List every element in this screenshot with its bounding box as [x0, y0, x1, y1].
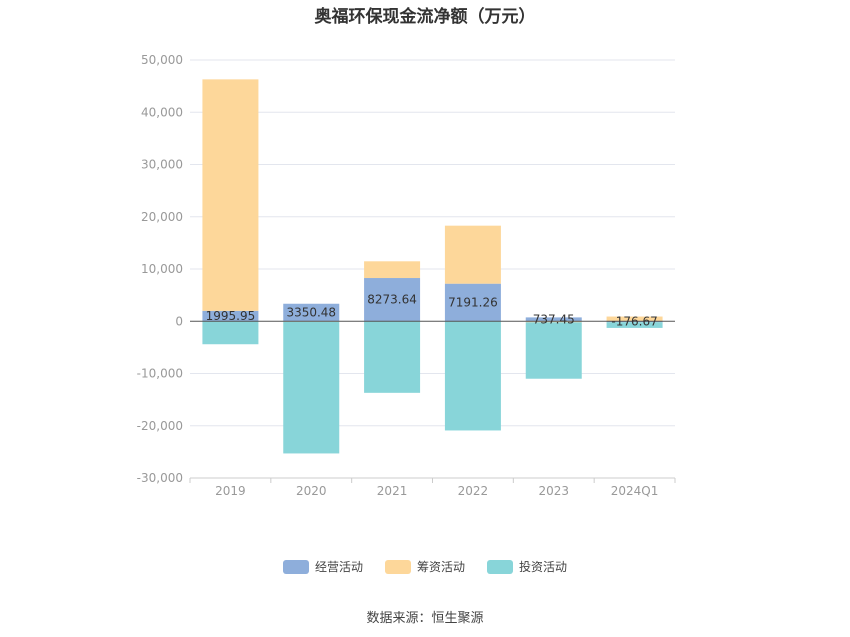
x-tick-label: 2019: [215, 484, 246, 498]
x-tick-label: 2020: [296, 484, 327, 498]
data-label: 1995.95: [206, 309, 256, 323]
y-tick-label: 50,000: [141, 53, 183, 67]
x-tick-label: 2022: [458, 484, 489, 498]
x-tick-label: 2024Q1: [611, 484, 659, 498]
legend-swatch: [282, 559, 309, 574]
bar-financing: [202, 79, 259, 311]
y-tick-label: 30,000: [141, 158, 183, 172]
bar-operating: [283, 303, 340, 322]
y-tick-label: 0: [175, 314, 183, 328]
bar-investing: [606, 322, 663, 328]
chart-title: 奥福环保现金流净额（万元）: [314, 7, 536, 27]
bar-investing: [364, 321, 421, 393]
legend-label: 经营活动: [314, 560, 363, 574]
bar-investing: [444, 321, 501, 431]
bar-investing: [525, 322, 582, 379]
axes: 50,000 40,000 30,000 20,000 10,000 0 -10,000 -2…: [137, 53, 676, 498]
x-tick-label: 2023: [538, 484, 569, 498]
bar-financing: [606, 316, 663, 322]
data-labels: 1995.95 3350.48 8273.64 7191.26 737.45 -176.6…: [206, 293, 658, 329]
y-tick-label: -10,000: [137, 367, 183, 381]
legend-item[interactable]: 投资活动: [487, 558, 567, 575]
bar-investing: [283, 321, 340, 454]
bar-operating: [202, 310, 259, 322]
legend-label: 投资活动: [519, 560, 568, 574]
legend-item[interactable]: 经营活动: [282, 558, 363, 575]
bars: [202, 79, 663, 454]
y-tick-label: -30,000: [137, 471, 183, 485]
bar-financing: [525, 321, 582, 323]
legend-item[interactable]: 筹资活动: [384, 558, 465, 575]
data-label: 8273.64: [367, 293, 417, 307]
y-tick-label: 10,000: [141, 262, 183, 276]
y-tick-label: -20,000: [137, 419, 183, 433]
bar-operating: [444, 283, 501, 322]
data-label: 3350.48: [286, 305, 336, 319]
bar-operating: [364, 278, 421, 322]
grid-lines: [190, 59, 675, 479]
data-label: 7191.26: [448, 295, 498, 309]
legend: 经营活动 筹资活动 投资活动: [0, 558, 850, 575]
legend-swatch: [384, 559, 411, 574]
x-tick-label: 2021: [377, 484, 408, 498]
bar-financing: [364, 261, 421, 279]
y-tick-label: 40,000: [141, 105, 183, 119]
y-tick-label: 20,000: [141, 210, 183, 224]
source-note: 数据来源：恒生聚源: [366, 611, 484, 626]
data-label: 737.45: [533, 312, 575, 326]
legend-label: 筹资活动: [416, 560, 465, 574]
bar-operating: [525, 317, 582, 322]
bar-investing: [202, 321, 259, 345]
bar-financing: [444, 225, 501, 284]
legend-swatch: [487, 559, 513, 574]
data-label: -176.67: [611, 314, 657, 328]
